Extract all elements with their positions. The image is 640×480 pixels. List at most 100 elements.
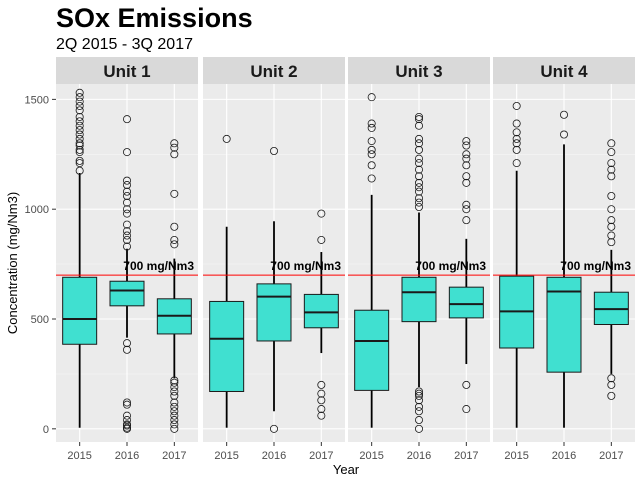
outlier-point [414, 396, 423, 405]
outlier-point [462, 178, 471, 187]
outlier-point [75, 112, 84, 121]
boxplot-2016 [546, 110, 582, 428]
x-axis-title: Year [333, 462, 360, 477]
outlier-point [75, 97, 84, 106]
outlier-point [123, 209, 132, 218]
outlier-point [367, 145, 376, 154]
iqr-box [448, 286, 484, 319]
outlier-point [607, 374, 616, 383]
reference-line-label: 700 mg/Nm3 [415, 259, 486, 273]
iqr-box [62, 276, 98, 345]
outlier-point [512, 134, 521, 143]
facet-panels: Unit 1 700 mg/Nm3 2015 2016 2017 Unit 2 700 mg… [56, 57, 635, 462]
outlier-point [123, 187, 132, 196]
outlier-point [607, 205, 616, 214]
outlier-point [367, 119, 376, 128]
iqr-box [354, 309, 390, 391]
x-tick-label: 2017 [599, 450, 623, 462]
outlier-point [123, 148, 132, 157]
outlier-point [462, 205, 471, 214]
outlier-point [170, 420, 179, 429]
outlier-point [123, 231, 132, 240]
outlier-point [170, 398, 179, 407]
outlier-point [414, 416, 423, 425]
outlier-point [123, 345, 132, 354]
outlier-point [123, 220, 132, 229]
iqr-box [401, 276, 437, 323]
facet-strip-label: Unit 2 [250, 62, 297, 81]
outlier-point [607, 216, 616, 225]
facet-panel: Unit 1 700 mg/Nm3 2015 2016 2017 [56, 57, 198, 462]
y-tick-label: 1500 [25, 94, 49, 106]
outlier-point [170, 411, 179, 420]
outlier-point [414, 202, 423, 211]
outlier-point [170, 402, 179, 411]
outlier-point [75, 93, 84, 102]
outlier-point [317, 396, 326, 405]
boxplot-2017 [303, 209, 339, 420]
outlier-point [222, 134, 231, 143]
outlier-point [75, 106, 84, 115]
outlier-point [317, 209, 326, 218]
x-tick-label: 2015 [504, 450, 528, 462]
outlier-point [123, 242, 132, 251]
outlier-point [170, 189, 179, 198]
outlier-point [414, 178, 423, 187]
outlier-point [123, 420, 132, 429]
facet-strip [203, 57, 345, 84]
x-tick-label: 2016 [262, 450, 286, 462]
outlier-point [75, 145, 84, 154]
reference-line-label: 700 mg/Nm3 [123, 259, 194, 273]
outlier-point [367, 174, 376, 183]
outlier-point [414, 198, 423, 207]
outlier-point [462, 216, 471, 225]
outlier-point [317, 235, 326, 244]
outlier-point [75, 126, 84, 135]
outlier-point [607, 231, 616, 240]
outlier-point [75, 101, 84, 110]
outlier-point [414, 159, 423, 168]
outlier-point [170, 240, 179, 249]
outlier-point [123, 181, 132, 190]
outlier-point [75, 159, 84, 168]
outlier-point [367, 161, 376, 170]
outlier-point [123, 192, 132, 201]
outlier-point [123, 227, 132, 236]
outlier-point [560, 110, 569, 119]
outlier-point [75, 141, 84, 150]
y-axis-title: Concentration (mg/Nm3) [5, 192, 20, 334]
reference-line-label: 700 mg/Nm3 [560, 259, 631, 273]
outlier-point [512, 145, 521, 154]
facet-strip-label: Unit 1 [103, 62, 150, 81]
outlier-point [317, 389, 326, 398]
outlier-point [123, 416, 132, 425]
outlier-point [462, 200, 471, 209]
outlier-point [414, 172, 423, 181]
outlier-point [75, 117, 84, 126]
outlier-point [607, 148, 616, 157]
facet-strip [493, 57, 635, 84]
outlier-point [75, 134, 84, 143]
facet-panel: Unit 2 700 mg/Nm3 2015 2016 2017 [203, 57, 345, 462]
boxplot-2017 [156, 139, 192, 433]
outlier-point [414, 145, 423, 154]
outlier-point [75, 139, 84, 148]
x-tick-label: 2015 [359, 450, 383, 462]
outlier-point [170, 407, 179, 416]
x-tick-label: 2017 [162, 450, 186, 462]
outlier-point [607, 391, 616, 400]
outlier-point [462, 154, 471, 163]
outlier-point [317, 380, 326, 389]
outlier-point [462, 172, 471, 181]
outlier-point [414, 387, 423, 396]
outlier-point [462, 137, 471, 146]
outlier-point [414, 139, 423, 148]
outlier-point [269, 146, 278, 155]
outlier-point [414, 165, 423, 174]
outlier-point [607, 139, 616, 148]
outlier-point [317, 411, 326, 420]
iqr-box [109, 280, 145, 307]
facet-strip-label: Unit 4 [540, 62, 588, 81]
x-tick-label: 2015 [214, 450, 238, 462]
